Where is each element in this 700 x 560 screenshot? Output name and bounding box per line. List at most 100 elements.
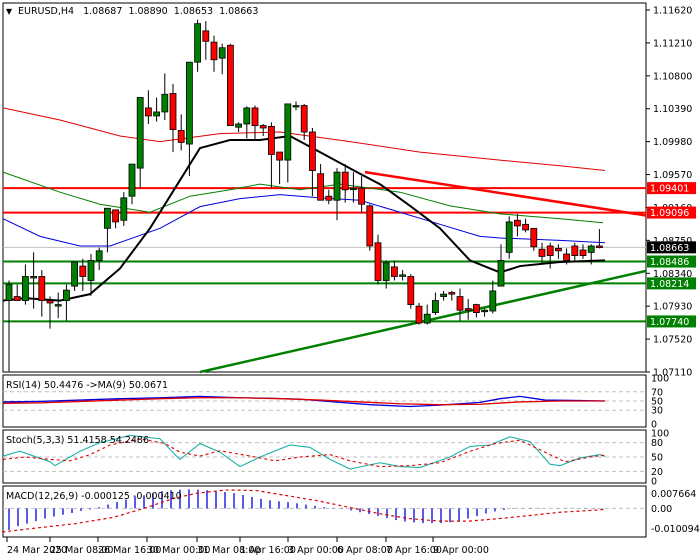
- price-tick-label: 1.10390: [653, 104, 692, 115]
- rsi-tick-label: 0: [651, 420, 657, 431]
- macd-label: MACD(12,26,9) -0.000125 -0.000410: [6, 491, 182, 502]
- time-tick-label: 25 Mar 08:00: [50, 545, 113, 556]
- candle: [251, 105, 259, 141]
- price-tag-resistance_1: [647, 182, 696, 195]
- candle: [489, 280, 497, 314]
- price-tag-label: 1.08663: [650, 243, 689, 254]
- candle: [226, 43, 234, 126]
- candle: [87, 254, 95, 296]
- candle: [144, 90, 152, 124]
- price-tick-label: 1.07110: [653, 368, 692, 379]
- candle: [161, 73, 169, 120]
- candle: [579, 244, 587, 259]
- candle: [555, 244, 562, 259]
- stoch-tick-label: 0: [651, 477, 657, 488]
- price-tag-support_1: [647, 255, 696, 268]
- candle: [185, 61, 193, 177]
- macd-plot: [2, 489, 646, 533]
- price-tick-label: 1.09980: [653, 137, 692, 148]
- candle: [30, 252, 38, 309]
- stoch-label: Stoch(5,3,3) 51.4158 54.2486: [6, 435, 149, 446]
- candle: [538, 242, 546, 265]
- time-tick-label: 1 Apr 16:00: [240, 545, 296, 556]
- candle: [374, 234, 382, 285]
- candle: [210, 35, 218, 72]
- price-tick-label: 1.07930: [653, 302, 692, 313]
- candle: [169, 83, 177, 153]
- candle: [423, 304, 431, 325]
- candle: [63, 284, 70, 321]
- price-tag-current: [647, 241, 696, 254]
- chart-header: EURUSD,H4 1.08687 1.08890 1.08653 1.0866…: [18, 6, 258, 17]
- price-tag-label: 1.08486: [650, 257, 689, 268]
- price-tag-label: 1.09401: [650, 184, 689, 195]
- candle: [587, 244, 595, 265]
- stoch-plot: [2, 434, 646, 472]
- price-tick-label: 1.11620: [653, 6, 692, 17]
- price-tick-label: 1.08340: [653, 269, 692, 280]
- candle: [46, 296, 54, 329]
- candle: [399, 270, 407, 281]
- price-tag-support_3: [647, 315, 696, 328]
- rsi-tick-label: 50: [651, 397, 663, 408]
- candle: [472, 303, 480, 318]
- candle: [358, 176, 366, 213]
- candle: [514, 213, 521, 237]
- macd-panel[interactable]: [2, 485, 647, 538]
- candle: [128, 163, 136, 205]
- candle: [259, 123, 267, 137]
- time-tick-label: 31 Mar 08:00: [197, 545, 260, 556]
- candle: [218, 43, 226, 75]
- ma-red-line: [2, 107, 606, 172]
- time-tick-label: 24 Mar 2020: [7, 545, 67, 556]
- candle: [284, 103, 292, 183]
- time-tick-label: 9 Apr 00:00: [433, 545, 489, 556]
- candle: [497, 244, 505, 287]
- open-value: 1.08687: [83, 6, 122, 17]
- candle: [431, 292, 439, 316]
- candle: [382, 260, 390, 289]
- candle: [481, 308, 489, 317]
- time-tick-label: 30 Mar 00:00: [147, 545, 210, 556]
- candle: [300, 103, 308, 141]
- price-tag-resistance_2: [647, 206, 696, 219]
- price-tick-label: 1.07520: [653, 335, 692, 346]
- price-tag-label: 1.08214: [650, 279, 689, 290]
- time-tick-label: 3 Apr 00:00: [288, 545, 344, 556]
- candle: [243, 106, 251, 139]
- candle: [366, 204, 374, 251]
- candle: [596, 229, 603, 249]
- candle: [276, 151, 284, 185]
- candle: [13, 284, 21, 301]
- candle: [95, 247, 103, 271]
- ascending-trendline[interactable]: [199, 269, 647, 374]
- candle: [136, 97, 144, 189]
- rsi-tick-label: 100: [651, 374, 669, 385]
- candle: [194, 19, 202, 72]
- price-tag-label: 1.09096: [650, 208, 689, 219]
- high-value: 1.08890: [128, 6, 167, 17]
- rsi-label: RSI(14) 50.4476 ->MA(9) 50.0671: [6, 380, 168, 391]
- candle: [104, 207, 111, 253]
- price-tag-label: 1.07740: [650, 317, 689, 328]
- candle: [464, 298, 472, 320]
- candle: [5, 280, 13, 372]
- candle: [235, 122, 243, 133]
- stoch-tick-label: 80: [651, 438, 663, 449]
- candle: [407, 274, 415, 309]
- candle: [505, 216, 513, 259]
- candle: [267, 122, 275, 189]
- macd-tick-label: -0.010094: [651, 524, 700, 535]
- candle: [415, 302, 423, 325]
- ma-blue-line: [2, 194, 606, 247]
- candle: [54, 292, 62, 319]
- time-tick-label: 6 Apr 08:00: [337, 545, 393, 556]
- low-value: 1.08653: [174, 6, 213, 17]
- symbol-dropdown-icon[interactable]: ▼: [6, 7, 13, 16]
- price-tag-support_2: [647, 277, 696, 290]
- price-tick-label: 1.11210: [653, 38, 692, 49]
- ma-green-line: [2, 171, 604, 224]
- descending-trendline[interactable]: [364, 170, 647, 217]
- candle: [120, 192, 128, 226]
